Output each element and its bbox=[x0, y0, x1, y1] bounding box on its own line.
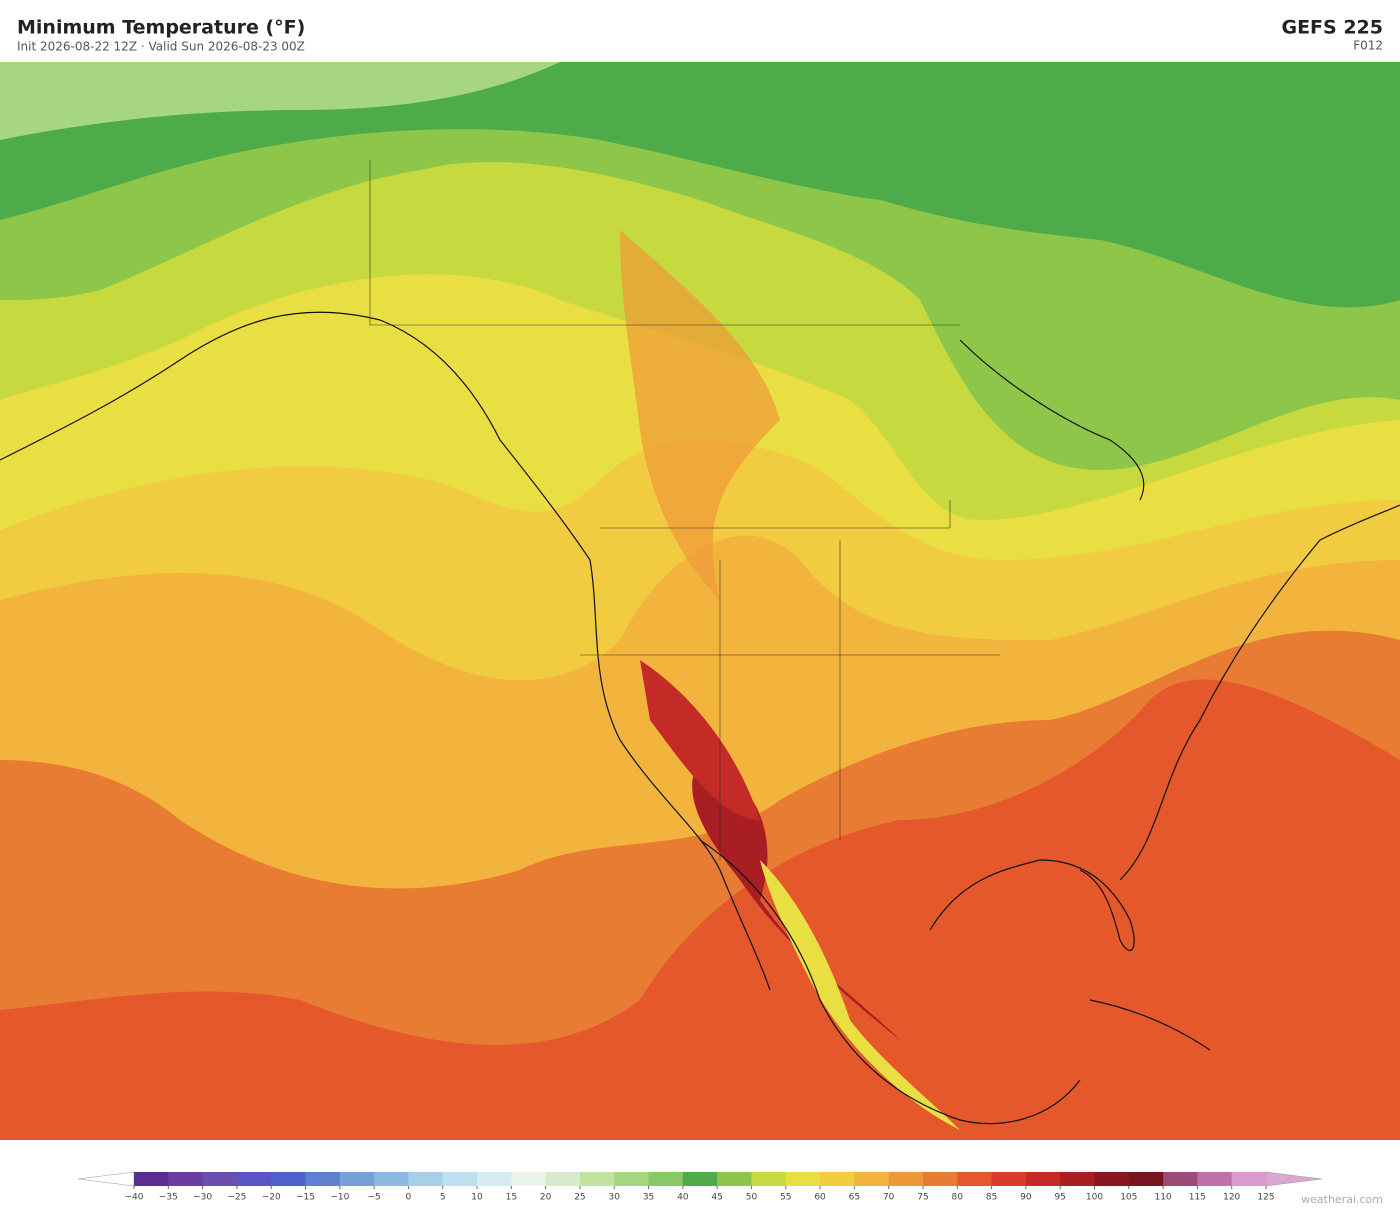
colorbar-tick-label: 55 bbox=[780, 1193, 791, 1203]
map bbox=[0, 62, 1400, 1140]
colorbar-tick-label: 25 bbox=[574, 1193, 585, 1203]
colorbar-tick-label: −30 bbox=[193, 1193, 212, 1203]
colorbar-tick-label: 90 bbox=[1020, 1193, 1032, 1203]
colorbar-tick-label: 15 bbox=[506, 1193, 517, 1203]
colorbar-tick-label: 125 bbox=[1257, 1193, 1274, 1203]
colorbar-bin bbox=[477, 1172, 512, 1186]
colorbar-tick-label: 65 bbox=[849, 1193, 860, 1203]
colorbar-tick-label: 75 bbox=[917, 1193, 928, 1203]
colorbar-tick-label: 95 bbox=[1054, 1193, 1065, 1203]
colorbar-tick-label: 60 bbox=[814, 1193, 826, 1203]
colorbar-tick-label: 50 bbox=[746, 1193, 758, 1203]
colorbar-tick-label: 115 bbox=[1189, 1193, 1206, 1203]
colorbar-tick-label: 20 bbox=[540, 1193, 552, 1203]
colorbar-bin bbox=[168, 1172, 204, 1186]
subtitle: Init 2026-08-22 12Z · Valid Sun 2026-08-… bbox=[17, 40, 305, 54]
colorbar-bin bbox=[1128, 1172, 1164, 1186]
colorbar-tick-label: −15 bbox=[296, 1193, 315, 1203]
colorbar-bin bbox=[1060, 1172, 1095, 1186]
colorbar-tick-label: 80 bbox=[952, 1193, 964, 1203]
colorbar-bin bbox=[545, 1172, 581, 1186]
colorbar-bin bbox=[339, 1172, 375, 1186]
colorbar-bin bbox=[1197, 1172, 1233, 1186]
colorbar-bin bbox=[271, 1172, 307, 1186]
colorbar-bin bbox=[408, 1172, 444, 1186]
colorbar-tick-label: −5 bbox=[367, 1193, 380, 1203]
colorbar-bin bbox=[511, 1172, 547, 1186]
colorbar-tick-label: 35 bbox=[643, 1193, 654, 1203]
colorbar-bin bbox=[751, 1172, 787, 1186]
colorbar-bin bbox=[717, 1172, 752, 1186]
colorbar-bin bbox=[236, 1172, 272, 1186]
credit: weatherai.com bbox=[1301, 1193, 1383, 1206]
colorbar-bin bbox=[1094, 1172, 1130, 1186]
colorbar-tick-label: 110 bbox=[1154, 1193, 1171, 1203]
colorbar-under bbox=[77, 1171, 135, 1187]
colorbar-bin bbox=[1163, 1172, 1198, 1186]
colorbar-bin bbox=[854, 1172, 890, 1186]
colorbar-tick-label: 105 bbox=[1120, 1193, 1137, 1203]
colorbar-tick-label: 100 bbox=[1086, 1193, 1103, 1203]
model-label: GEFS 225 bbox=[1281, 17, 1383, 39]
colorbar-bin bbox=[922, 1172, 958, 1186]
colorbar-bin bbox=[648, 1172, 684, 1186]
colorbar-bin bbox=[305, 1172, 341, 1186]
colorbar-tick-label: −20 bbox=[262, 1193, 281, 1203]
colorbar-bin bbox=[785, 1172, 821, 1186]
colorbar-tick-label: −25 bbox=[227, 1193, 246, 1203]
colorbar-bin bbox=[957, 1172, 993, 1186]
colorbar-bin bbox=[134, 1172, 169, 1186]
colorbar-tick-label: 10 bbox=[471, 1193, 483, 1203]
colorbar-bin bbox=[1025, 1172, 1061, 1186]
colorbar-tick-label: 0 bbox=[406, 1193, 412, 1203]
colorbar-bin bbox=[820, 1172, 855, 1186]
title: Minimum Temperature (°F) bbox=[17, 17, 305, 39]
colorbar-over bbox=[1265, 1171, 1323, 1187]
colorbar-bin bbox=[614, 1172, 650, 1186]
colorbar-bin bbox=[442, 1172, 478, 1186]
colorbar: −40 −35 −30 −25 −20 −15 −10 −5 0 5 10 15 20 25 30 35 40 4… bbox=[77, 1171, 1323, 1203]
colorbar-tick-label: 45 bbox=[711, 1193, 722, 1203]
colorbar-tick-label: 85 bbox=[986, 1193, 997, 1203]
colorbar-tick-label: 70 bbox=[883, 1193, 895, 1203]
colorbar-bin bbox=[202, 1172, 238, 1186]
colorbar-tick-label: 30 bbox=[609, 1193, 621, 1203]
colorbar-tick-label: 40 bbox=[677, 1193, 689, 1203]
colorbar-bin bbox=[1231, 1172, 1267, 1186]
colorbar-tick-label: −10 bbox=[330, 1193, 349, 1203]
colorbar-bin bbox=[888, 1172, 924, 1186]
forecast-hour: F012 bbox=[1353, 39, 1383, 53]
colorbar-bin bbox=[374, 1172, 409, 1186]
colorbar-tick-label: 5 bbox=[440, 1193, 446, 1203]
colorbar-tick-label: −40 bbox=[125, 1193, 144, 1203]
colorbar-bin bbox=[579, 1172, 615, 1186]
colorbar-bin bbox=[991, 1172, 1027, 1186]
colorbar-tick-label: 120 bbox=[1223, 1193, 1240, 1203]
colorbar-tick-label: −35 bbox=[159, 1193, 178, 1203]
colorbar-bin bbox=[682, 1172, 718, 1186]
